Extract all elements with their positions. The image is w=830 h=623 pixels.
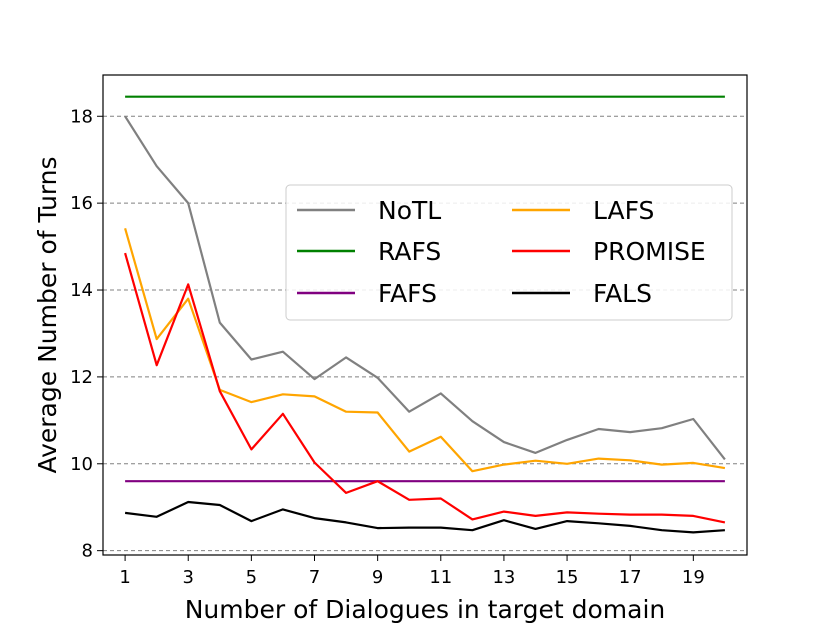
- x-tick-label: 1: [119, 567, 130, 588]
- x-tick-label: 3: [183, 567, 194, 588]
- legend-label-promise: PROMISE: [593, 237, 706, 266]
- y-tick-label: 18: [70, 106, 93, 127]
- legend-label-notl: NoTL: [378, 196, 441, 225]
- legend-label-fals: FALS: [593, 279, 652, 308]
- y-tick-label: 10: [70, 454, 93, 475]
- x-tick-label: 9: [372, 567, 383, 588]
- legend-frame: [285, 184, 733, 321]
- x-tick-label: 17: [619, 567, 642, 588]
- x-tick-label: 11: [429, 567, 452, 588]
- y-tick-label: 16: [70, 193, 93, 214]
- x-tick-label: 19: [682, 567, 705, 588]
- plot-area-frame: [102, 74, 748, 556]
- y-axis-title: Average Number of Turns: [33, 156, 62, 473]
- legend: NoTL RAFS FAFS LAFS PROMISE FALS: [285, 184, 733, 321]
- x-tick-label: 13: [492, 567, 515, 588]
- y-tick-label: 12: [70, 367, 93, 388]
- y-tick-label: 8: [82, 541, 93, 562]
- y-axis-ticks: 8 10 12 14 16 18: [70, 106, 103, 562]
- x-tick-label: 5: [246, 567, 257, 588]
- x-axis-title: Number of Dialogues in target domain: [185, 595, 666, 623]
- series-line-fals: [124, 500, 725, 534]
- legend-label-lafs: LAFS: [593, 196, 654, 225]
- legend-label-rafs: RAFS: [378, 237, 441, 266]
- legend-label-fafs: FAFS: [378, 279, 437, 308]
- x-tick-label: 7: [309, 567, 320, 588]
- x-axis-ticks: 1 3 5 7 9 11 13 15 17 19: [119, 555, 705, 588]
- series-line-notl: [124, 115, 726, 461]
- series-line-lafs: [124, 227, 726, 473]
- series-line-promise: [124, 252, 726, 524]
- x-tick-label: 15: [556, 567, 579, 588]
- y-tick-label: 14: [70, 280, 93, 301]
- series-lines: [124, 95, 726, 534]
